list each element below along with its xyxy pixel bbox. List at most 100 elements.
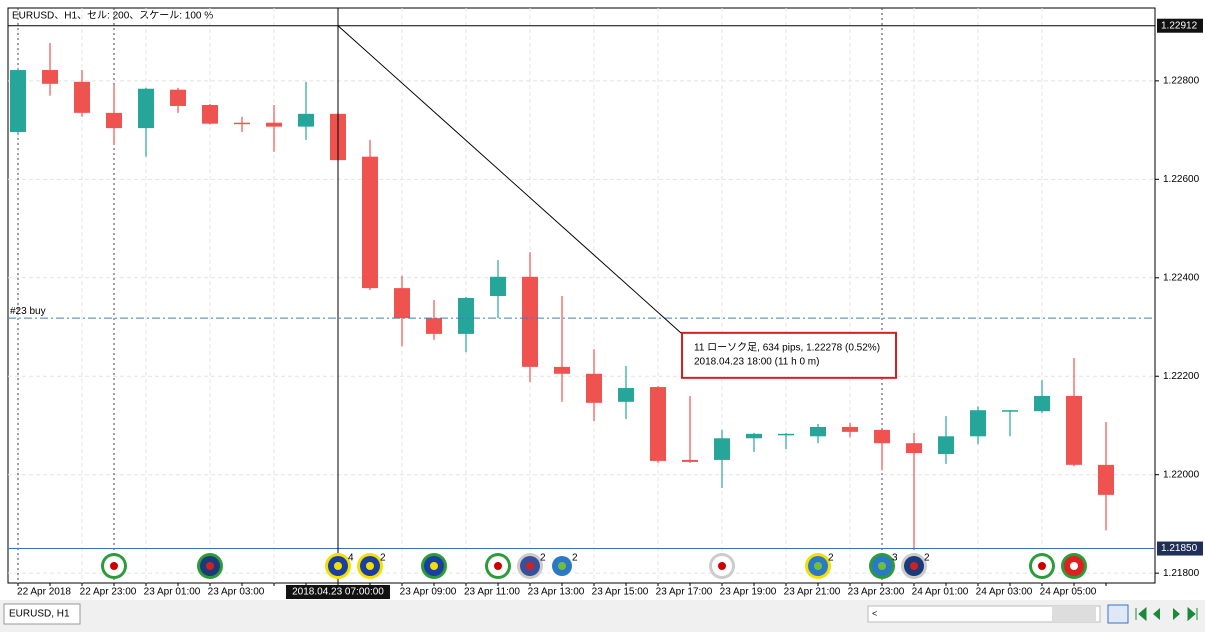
x-tick-label: 23 Apr 23:00 — [848, 587, 905, 598]
candle-body — [170, 89, 186, 106]
candle-body — [714, 438, 730, 460]
next-button[interactable] — [1173, 608, 1180, 620]
event-icon-dot — [814, 562, 822, 570]
x-tick-label: 23 Apr 09:00 — [400, 587, 457, 598]
level-label-box — [1157, 541, 1203, 556]
crosshair-time-box — [286, 585, 390, 599]
event-icon-dot — [430, 562, 438, 570]
candle-body — [1002, 410, 1018, 412]
crosshair-price-box — [1157, 18, 1203, 33]
candle-body — [106, 112, 122, 129]
y-tick-label: 1.22800 — [1163, 76, 1200, 87]
level-label: 1.21850 — [1161, 543, 1198, 554]
tab[interactable] — [3, 603, 81, 625]
candle-body — [810, 426, 826, 437]
event-icon-dot — [1070, 562, 1078, 570]
crosshair-time-label: 2018.04.23 07:00:00 — [292, 587, 384, 598]
candle-body — [842, 426, 858, 432]
measure-line — [337, 25, 683, 335]
event-icon-dot — [1038, 562, 1046, 570]
candle-body — [618, 388, 634, 402]
candle-body — [1034, 395, 1050, 412]
scrollbar[interactable] — [867, 605, 1101, 623]
candle-body — [10, 70, 26, 133]
event-icon-dot — [110, 562, 118, 570]
y-tick-label: 1.22200 — [1163, 371, 1200, 382]
candle-body — [202, 104, 218, 124]
x-tick-label: 22 Apr 2018 — [17, 587, 71, 598]
candle-body — [426, 318, 442, 334]
candle-body — [394, 288, 410, 319]
event-icon-dot — [206, 562, 214, 570]
x-tick-label: 23 Apr 19:00 — [720, 587, 777, 598]
event-count: 2 — [924, 553, 930, 564]
x-tick-label: 24 Apr 03:00 — [976, 587, 1033, 598]
event-count: 2 — [540, 553, 546, 564]
candle-body — [554, 366, 570, 374]
candle-body — [746, 433, 762, 439]
autoscroll-button[interactable] — [1107, 604, 1129, 624]
candle-body — [938, 436, 954, 455]
x-tick-label: 24 Apr 05:00 — [1040, 587, 1097, 598]
chart-title: EURUSD、H1、セル: 200、スケール: 100 % — [12, 10, 213, 22]
event-icon-dot — [558, 562, 566, 570]
candle-body — [650, 387, 666, 461]
event-count: 2 — [828, 553, 834, 564]
x-tick-label: 24 Apr 01:00 — [912, 587, 969, 598]
y-tick-label: 1.21800 — [1163, 568, 1200, 579]
candle-body — [362, 156, 378, 289]
plot-frame — [7, 7, 1156, 584]
scroll-left[interactable]: < — [872, 608, 877, 618]
measure-text: 2018.04.23 18:00 (11 h 0 m) — [694, 356, 819, 367]
x-tick-label: 23 Apr 03:00 — [208, 587, 265, 598]
first-button[interactable] — [1135, 606, 1147, 622]
event-count: 2 — [380, 553, 386, 564]
candle-body — [234, 122, 250, 125]
candle-body — [778, 433, 794, 436]
candle-body — [1066, 395, 1082, 465]
order-label: #23 buy — [10, 306, 46, 317]
event-count: 2 — [572, 553, 578, 564]
event-icon-dot — [366, 562, 374, 570]
x-tick-label: 23 Apr 13:00 — [528, 587, 585, 598]
last-button[interactable] — [1187, 606, 1198, 622]
y-tick-label: 1.22400 — [1163, 272, 1200, 283]
x-tick-label: 23 Apr 21:00 — [784, 587, 841, 598]
measure-text: 11 ローソク足, 634 pips, 1.22278 (0.52%) — [694, 341, 880, 353]
x-tick-label: 22 Apr 23:00 — [80, 587, 137, 598]
candle-body — [42, 70, 58, 84]
x-tick-label: 23 Apr 15:00 — [592, 587, 649, 598]
candle-body — [970, 410, 986, 437]
event-icon-dot — [910, 562, 918, 570]
event-count: 4 — [348, 553, 354, 564]
prev-button[interactable] — [1153, 608, 1160, 620]
candle-body — [138, 88, 154, 129]
event-count: 3 — [892, 553, 898, 564]
candle-body — [1098, 464, 1114, 495]
tab-label[interactable]: EURUSD, H1 — [9, 609, 70, 620]
candle-body — [586, 373, 602, 403]
event-icon-dot — [494, 562, 502, 570]
event-icon-dot — [334, 562, 342, 570]
y-tick-label: 1.22000 — [1163, 469, 1200, 480]
candle-body — [490, 276, 506, 296]
x-tick-label: 23 Apr 17:00 — [656, 587, 713, 598]
candle-body — [682, 459, 698, 462]
crosshair-price-label: 1.22912 — [1161, 20, 1198, 31]
scroll-thumb[interactable] — [1052, 607, 1096, 621]
measure-box — [681, 331, 897, 379]
candle-body — [522, 276, 538, 367]
event-icon-dot — [718, 562, 726, 570]
candle-body — [458, 297, 474, 334]
x-tick-label: 23 Apr 11:00 — [464, 587, 520, 598]
candle-body — [74, 81, 90, 113]
candle-body — [298, 113, 314, 127]
candle-body — [874, 429, 890, 444]
candle-body — [906, 443, 922, 454]
x-tick-label: 23 Apr 01:00 — [144, 587, 201, 598]
y-tick-label: 1.22600 — [1163, 174, 1200, 185]
event-icon-dot — [526, 562, 534, 570]
